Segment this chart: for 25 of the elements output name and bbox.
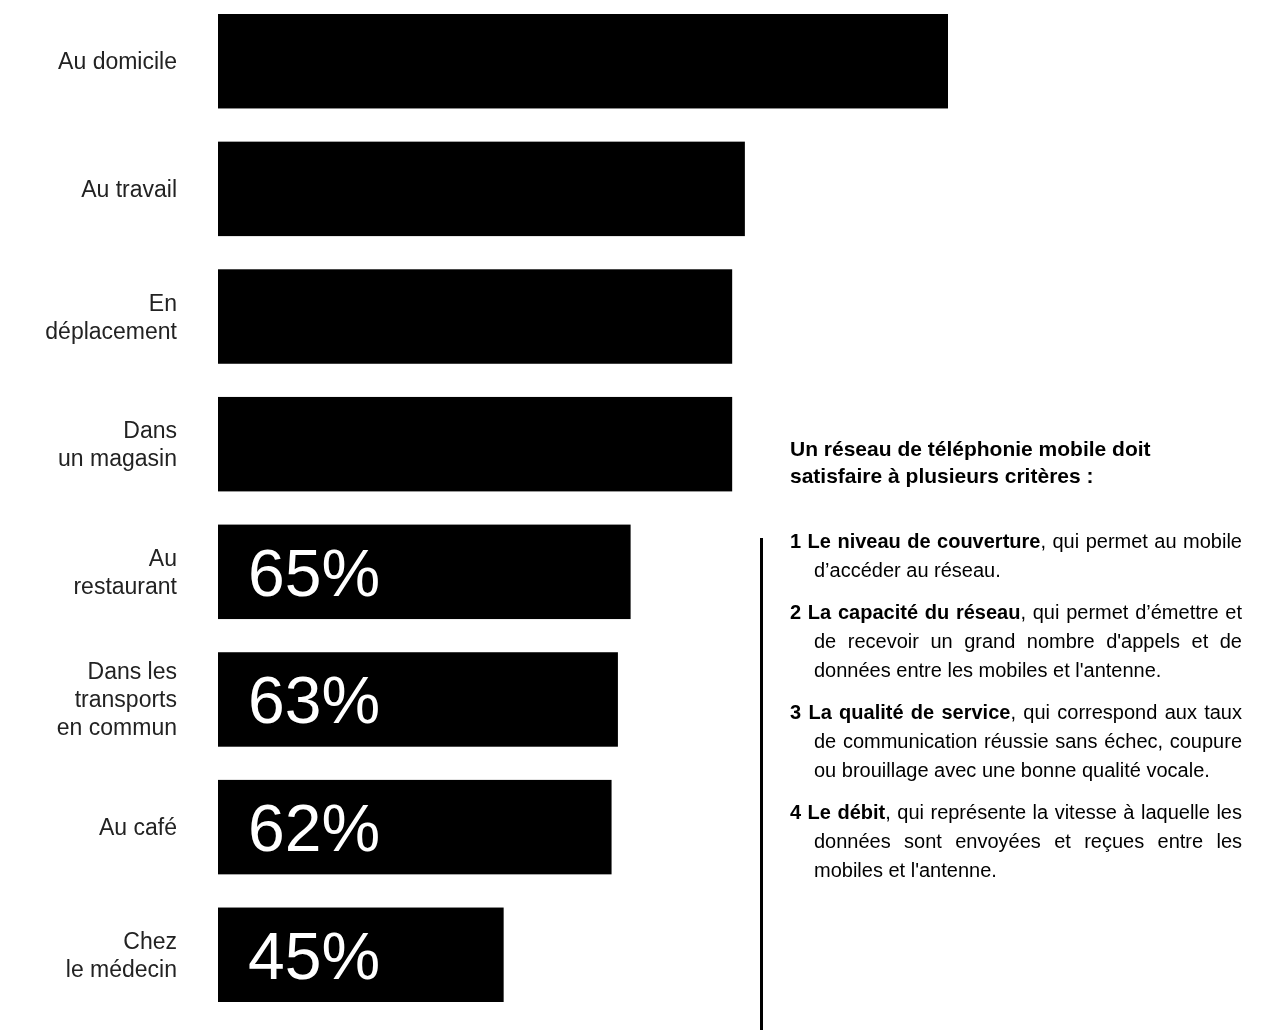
y-tick-label: Au travail bbox=[81, 175, 177, 202]
bar bbox=[218, 141, 745, 237]
y-tick-label: Au domicile bbox=[58, 48, 177, 75]
bar bbox=[218, 14, 948, 109]
bar bbox=[218, 779, 612, 875]
data-label: 63% bbox=[248, 663, 381, 738]
text: 1 Le niveau de couverture, qui permet au mobile d’accéder au réseau. bbox=[790, 530, 1242, 581]
y-tick-label: Dans les transports en commun bbox=[56, 658, 177, 741]
bar bbox=[218, 396, 733, 492]
annotation: 4 Le débit, qui représente la vitesse à laquelle les données sont envoyées et reçues entre les mobiles et l'antenne. bbox=[790, 801, 1242, 881]
data-label: 45% bbox=[248, 918, 381, 993]
data-label: 65% bbox=[248, 535, 381, 610]
y-tick-label: Au restaurant bbox=[73, 544, 178, 599]
bar bbox=[218, 524, 631, 620]
y-tick-label: Dans un magasin bbox=[58, 417, 177, 472]
annotation: 2 La capacité du réseau, qui permet d’émettre et de recevoir un grand nombre d'appels et de données entre les mobiles et l'antenne. bbox=[790, 601, 1242, 681]
bar bbox=[218, 269, 733, 364]
bar bbox=[218, 652, 618, 747]
text: Un réseau de téléphonie mobile doit satisfaire à plusieurs critères : bbox=[790, 436, 1152, 489]
data-label: 62% bbox=[248, 791, 381, 866]
bar bbox=[218, 907, 504, 1002]
y-tick-label: En déplacement bbox=[45, 289, 178, 344]
annotation: 3 La qualité de service, qui correspond aux taux de communication réussie sans échec, coupure ou brouillage avec une bonne qualité vocale. bbox=[790, 701, 1242, 781]
y-tick-label: Chez le médecin bbox=[65, 927, 177, 982]
y-tick-label: Au café bbox=[99, 814, 177, 841]
